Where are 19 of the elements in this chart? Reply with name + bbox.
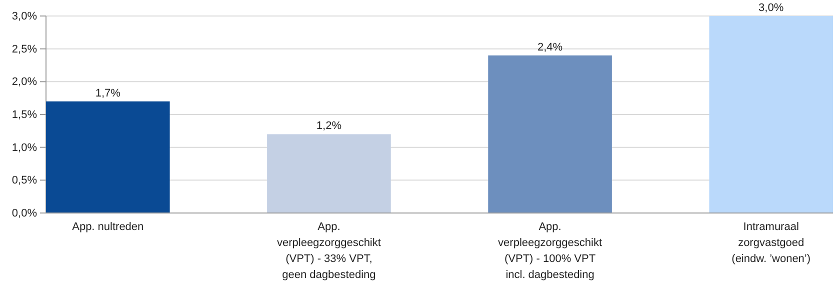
bar: [46, 101, 170, 213]
bar: [488, 55, 612, 213]
data-label: 1,2%: [316, 120, 342, 132]
data-label: 2,4%: [537, 41, 563, 54]
y-tick-label: 0,0%: [12, 208, 38, 220]
bar: [267, 134, 391, 213]
y-tick-label: 2,0%: [12, 76, 38, 88]
x-tick-label: App. verpleegzorggeschikt (VPT) - 100% VPT incl. dagbesteding: [498, 221, 602, 281]
x-tick-label: App. nultreden: [72, 221, 144, 233]
data-label: 1,7%: [95, 87, 121, 100]
y-tick-label: 3,0%: [12, 10, 38, 23]
data-label: 3,0%: [758, 2, 784, 14]
y-tick-label: 2,5%: [12, 43, 38, 56]
x-tick-label: Intramuraal zorgvastgoed (eindw. ’wonen’): [732, 221, 811, 265]
y-tick-label: 1,0%: [12, 142, 38, 154]
y-tick-label: 1,5%: [12, 109, 38, 122]
bar: [709, 16, 833, 213]
y-tick-label: 0,5%: [12, 174, 38, 187]
x-tick-label: App. verpleegzorggeschikt (VPT) - 33% VPT, geen dagbesteding: [276, 221, 381, 281]
